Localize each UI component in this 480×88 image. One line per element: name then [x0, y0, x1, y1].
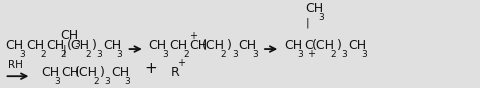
Text: 3: 3	[74, 40, 80, 49]
Text: 3: 3	[162, 50, 168, 59]
Text: 3: 3	[232, 50, 238, 59]
Text: CH: CH	[5, 39, 24, 52]
Text: CH: CH	[103, 39, 121, 52]
Text: CH: CH	[189, 39, 207, 52]
Text: ): )	[100, 66, 105, 79]
Text: ): )	[336, 39, 342, 52]
Text: 2: 2	[330, 50, 336, 59]
Text: (CH: (CH	[312, 39, 335, 52]
Text: 3: 3	[55, 77, 60, 86]
Text: +: +	[144, 61, 157, 76]
Text: C: C	[304, 39, 313, 52]
Text: +: +	[177, 58, 185, 68]
Text: +: +	[307, 49, 315, 59]
Text: CH: CH	[305, 2, 323, 15]
Text: CH: CH	[284, 39, 302, 52]
Text: CH: CH	[239, 39, 257, 52]
Text: 3: 3	[125, 77, 131, 86]
Text: RH: RH	[8, 60, 23, 70]
Text: 3: 3	[361, 50, 367, 59]
Text: 3: 3	[117, 50, 122, 59]
Text: 2: 2	[85, 50, 91, 59]
Text: 2: 2	[60, 50, 66, 59]
Text: +: +	[189, 31, 197, 41]
Text: |: |	[62, 45, 66, 55]
Text: |: |	[306, 18, 310, 28]
Text: (CH: (CH	[67, 39, 90, 52]
Text: (CH: (CH	[202, 39, 225, 52]
Text: 3: 3	[341, 50, 347, 59]
Text: 2: 2	[183, 50, 189, 59]
Text: CH: CH	[26, 39, 45, 52]
Text: 3: 3	[319, 13, 324, 22]
Text: 3: 3	[252, 50, 258, 59]
Text: R: R	[170, 66, 180, 79]
Text: 2: 2	[220, 50, 226, 59]
Text: CH: CH	[149, 39, 167, 52]
Text: 2: 2	[93, 77, 99, 86]
Text: CH: CH	[47, 39, 65, 52]
Text: CH: CH	[169, 39, 188, 52]
Text: CH: CH	[41, 66, 60, 79]
Text: 3: 3	[96, 50, 102, 59]
Text: 3: 3	[19, 50, 24, 59]
Text: CH: CH	[348, 39, 366, 52]
Text: 3: 3	[105, 77, 110, 86]
Text: CH: CH	[61, 66, 80, 79]
Text: CH: CH	[111, 66, 130, 79]
Text: (CH: (CH	[75, 66, 98, 79]
Text: 2: 2	[40, 50, 46, 59]
Text: 3: 3	[298, 50, 303, 59]
Text: CH: CH	[60, 29, 79, 42]
Text: ): )	[227, 39, 232, 52]
Text: ): )	[92, 39, 96, 52]
